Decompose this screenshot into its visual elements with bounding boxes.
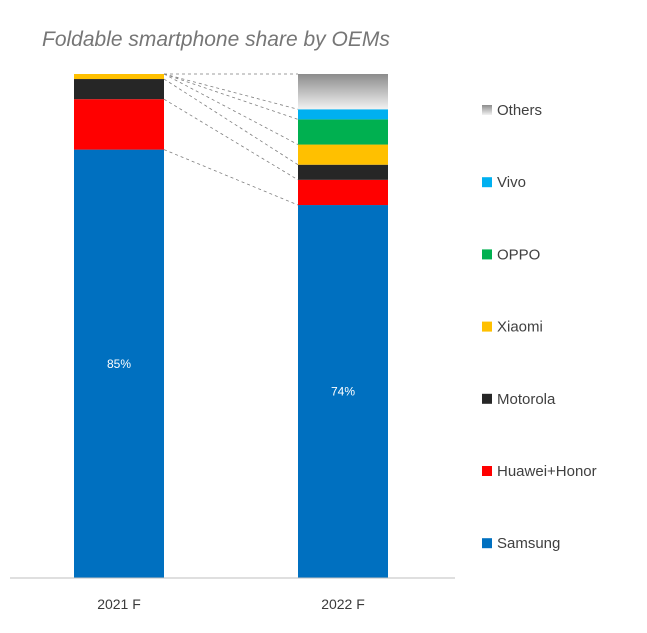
legend-swatch-oppo [482, 249, 492, 260]
x-tick-label-2022-f: 2022 F [321, 596, 365, 612]
connector-line-vivo [163, 73, 299, 110]
connector-line-xiaomi [163, 73, 299, 145]
bars-group: 85% 74% [74, 74, 388, 579]
bar-segment-xiaomi-2021-f [74, 74, 164, 80]
legend-label-xiaomi: Xiaomi [497, 319, 543, 336]
connector-line-motorola [163, 78, 299, 166]
x-tick-label-2021-f: 2021 F [97, 596, 141, 612]
legend: Others Vivo OPPO Xiaomi Motorola Huawei+Honor… [482, 102, 597, 552]
bar-segment-motorola-2022-f [298, 164, 388, 180]
connector-line-huawei-honor [163, 98, 299, 181]
legend-label-huawei-honor: Huawei+Honor [497, 463, 597, 480]
legend-label-oppo: OPPO [497, 246, 540, 263]
data-label-samsung-2021-f: 85% [107, 357, 131, 371]
legend-swatch-others [482, 105, 492, 115]
legend-label-others: Others [497, 102, 542, 119]
bar-segment-others-2022-f [298, 74, 388, 110]
legend-label-samsung: Samsung [497, 535, 560, 552]
legend-label-vivo: Vivo [497, 174, 526, 191]
bar-segment-vivo-2022-f [298, 109, 388, 120]
connector-line-oppo [163, 73, 299, 120]
bar-segment-oppo-2022-f [298, 119, 388, 145]
legend-swatch-motorola [482, 393, 492, 404]
series-connector-lines [163, 73, 299, 206]
bar-segment-xiaomi-2022-f [298, 144, 388, 165]
bar-segment-huawei-honor-2021-f [74, 99, 164, 150]
chart-title: Foldable smartphone share by OEMs [42, 28, 390, 51]
bar-segment-samsung-2021-f [74, 149, 164, 578]
connector-line-samsung [163, 149, 299, 206]
data-label-samsung-2022-f: 74% [331, 385, 355, 399]
bar-segment-huawei-honor-2022-f [298, 179, 388, 206]
legend-swatch-xiaomi [482, 321, 492, 332]
bar-segment-motorola-2021-f [74, 79, 164, 100]
legend-swatch-huawei-honor [482, 466, 492, 476]
x-axis-ticks: 2021 F 2022 F [97, 596, 365, 612]
legend-label-motorola: Motorola [497, 391, 556, 408]
legend-swatch-vivo [482, 177, 492, 188]
legend-swatch-samsung [482, 538, 492, 549]
bar-segment-samsung-2022-f [298, 205, 388, 579]
